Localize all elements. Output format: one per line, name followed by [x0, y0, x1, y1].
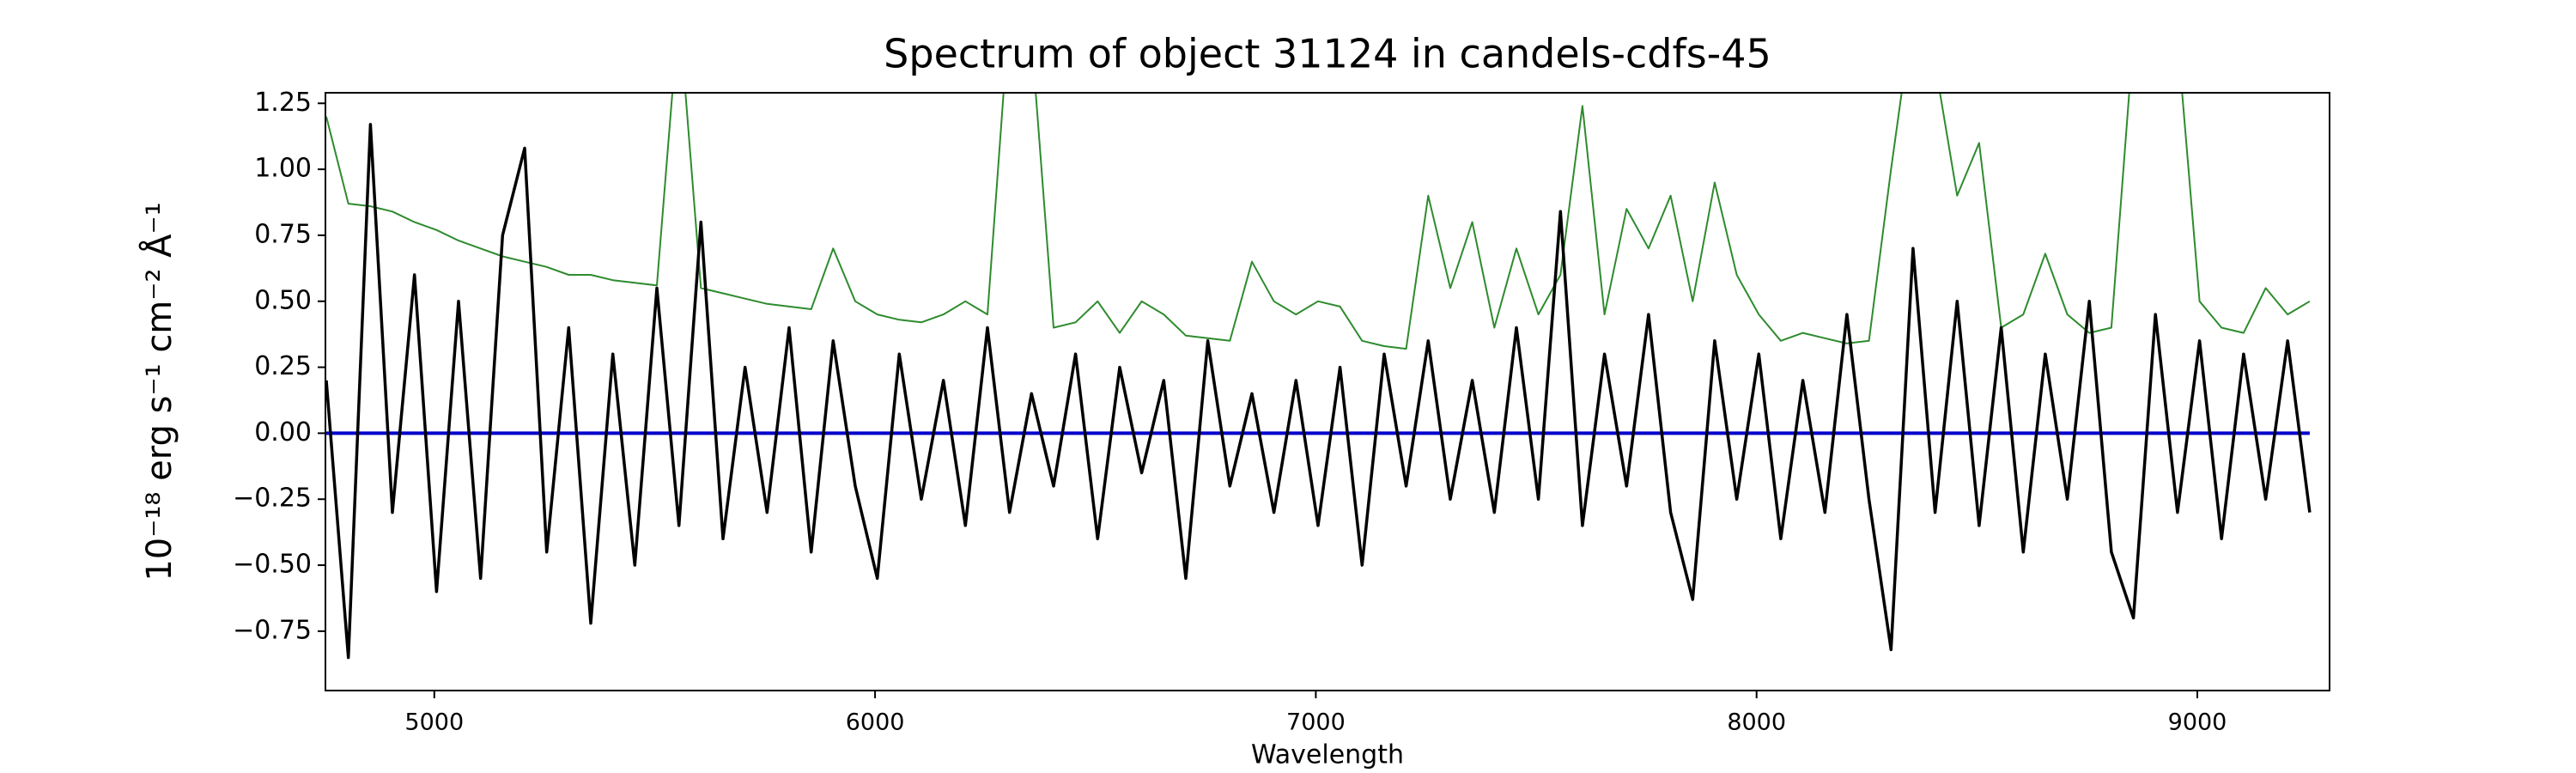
chart-title: Spectrum of object 31124 in candels-cdfs… — [884, 31, 1771, 77]
series-line — [325, 123, 2312, 660]
x-tick-label: 6000 — [846, 709, 905, 736]
y-axis-label: 10⁻¹⁸ erg s⁻¹ cm⁻² Å⁻¹ — [138, 202, 179, 581]
y-tick-label: 0.00 — [254, 417, 312, 447]
y-tick-label: −0.50 — [233, 550, 312, 580]
x-tick-label: 7000 — [1286, 709, 1346, 736]
x-tick-label: 5000 — [404, 709, 464, 736]
plot-area — [325, 93, 2312, 660]
y-tick-label: 1.25 — [254, 88, 312, 118]
x-tick-label: 8000 — [1727, 709, 1786, 736]
y-tick-label: 0.75 — [254, 219, 312, 249]
y-tick-label: −0.75 — [233, 615, 312, 645]
y-tick-label: 0.50 — [254, 285, 312, 315]
y-tick-label: 0.25 — [254, 351, 312, 381]
plot-frame — [325, 92, 2330, 691]
x-tick-label: 9000 — [2168, 709, 2227, 736]
y-tick-label: 1.00 — [254, 154, 312, 184]
y-tick-label: −0.25 — [233, 484, 312, 514]
series-line — [325, 93, 2311, 350]
x-axis-label: Wavelength — [1251, 740, 1404, 770]
